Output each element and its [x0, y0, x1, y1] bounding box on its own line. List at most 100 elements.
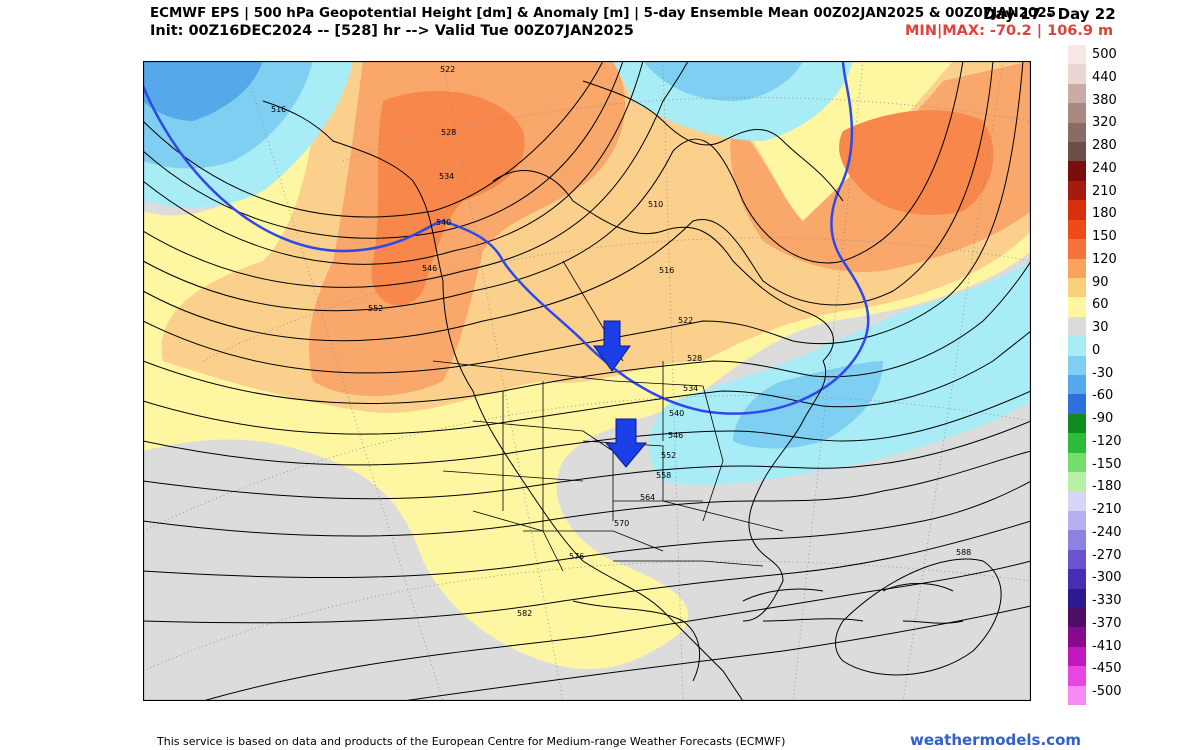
contour-label: 510: [648, 200, 663, 209]
colorbar-tick-label: -150: [1092, 456, 1122, 472]
colorbar-tick-label: -270: [1092, 547, 1122, 563]
colorbar-swatch: [1068, 375, 1086, 395]
colorbar-swatch: [1068, 491, 1086, 512]
colorbar-swatch: [1068, 413, 1086, 434]
contour-label: 534: [439, 172, 454, 181]
anomaly-arrow-north-icon: [593, 320, 631, 372]
colorbar-swatch: [1068, 530, 1086, 551]
anomaly-arrow-south-icon: [604, 418, 648, 468]
colorbar-swatch: [1068, 122, 1086, 143]
colorbar-tick-label: 320: [1092, 115, 1117, 131]
colorbar-tick-label: 0: [1092, 342, 1101, 358]
colorbar-tick-label: 180: [1092, 206, 1117, 222]
colorbar-tick-label: -500: [1092, 684, 1122, 699]
colorbar-swatch: [1068, 627, 1086, 648]
contour-label: 516: [659, 266, 674, 275]
contour-label: 540: [436, 218, 451, 227]
contour-label: 570: [614, 519, 629, 528]
contour-label: 528: [441, 128, 456, 137]
colorbar-swatch: [1068, 607, 1086, 628]
colorbar-swatch: [1068, 510, 1086, 531]
colorbar-tick-label: 30: [1092, 320, 1109, 335]
colorbar-tick-label: -60: [1092, 388, 1114, 404]
colorbar-swatch: [1068, 297, 1086, 318]
contour-label: 558: [656, 471, 671, 480]
colorbar-tick-label: -240: [1092, 524, 1122, 540]
colorbar-tick-label: 240: [1092, 160, 1117, 176]
colorbar-swatch: [1068, 103, 1086, 124]
colorbar-swatch: [1068, 588, 1086, 609]
height-contours: [143, 61, 1031, 701]
colorbar-tick-label: -450: [1092, 661, 1122, 677]
colorbar-swatch: [1068, 180, 1086, 201]
brand-link[interactable]: weathermodels.com: [910, 731, 1082, 749]
colorbar-swatch: [1068, 569, 1086, 590]
colorbar-swatch: [1068, 549, 1086, 570]
colorbar-tick-label: 60: [1092, 297, 1109, 313]
contour-label: 534: [683, 384, 698, 393]
anomaly-colorbar: [1068, 45, 1086, 706]
anomaly-map: 522 516 528 534 540 546 552 516 510 522 …: [143, 61, 1031, 701]
colorbar-swatch: [1068, 142, 1086, 162]
contour-label: 546: [668, 431, 683, 440]
colorbar-swatch: [1068, 239, 1086, 260]
colorbar-swatch: [1068, 161, 1086, 182]
colorbar-tick-label: -330: [1092, 593, 1122, 608]
colorbar-swatch: [1068, 45, 1086, 65]
contour-588-closed: [835, 558, 1002, 676]
colorbar-swatch: [1068, 646, 1086, 667]
colorbar-tick-label: 210: [1092, 183, 1117, 199]
colorbar-tick-label: 380: [1092, 92, 1117, 108]
negative-anomaly-60-region-north: [643, 61, 803, 101]
contour-label: 582: [517, 609, 532, 618]
init-valid-time: Init: 00Z16DEC2024 -- [528] hr --> Valid…: [150, 23, 634, 39]
contour-label: 552: [661, 451, 676, 460]
colorbar-tick-label: 500: [1092, 47, 1117, 62]
colorbar-tick-label: -370: [1092, 615, 1122, 631]
contour-label: 522: [678, 316, 693, 325]
colorbar-swatch: [1068, 472, 1086, 492]
colorbar-tick-label: -300: [1092, 570, 1122, 586]
colorbar-swatch: [1068, 200, 1086, 221]
colorbar-tick-label: -180: [1092, 479, 1122, 495]
min-max-readout: MIN|MAX: -70.2 | 106.9 m: [905, 23, 1114, 39]
positive-anomaly-120-region-east: [839, 110, 994, 215]
coastlines: [262, 80, 964, 701]
contour-label: 552: [368, 304, 383, 313]
positive-anomaly-120-region: [371, 91, 525, 306]
colorbar-tick-label: 150: [1092, 229, 1117, 244]
colorbar-tick-label: -410: [1092, 638, 1122, 654]
contour-label: 588: [956, 548, 971, 557]
contour-label: 528: [687, 354, 702, 363]
colorbar-swatch: [1068, 258, 1086, 279]
colorbar-swatch: [1068, 355, 1086, 376]
colorbar-tick-label: -90: [1092, 411, 1114, 426]
colorbar-swatch: [1068, 219, 1086, 240]
colorbar-tick-label: 90: [1092, 274, 1109, 290]
ecmwf-attribution: This service is based on data and produc…: [157, 735, 786, 748]
colorbar-swatch: [1068, 336, 1086, 357]
contour-528-highlight: [143, 61, 870, 415]
colorbar-swatch: [1068, 666, 1086, 687]
colorbar-tick-label: 440: [1092, 69, 1117, 85]
contour-label: 576: [569, 552, 584, 561]
contour-label: 540: [669, 409, 684, 418]
colorbar-swatch: [1068, 394, 1086, 415]
negative-anomaly-60-region-east: [733, 361, 883, 449]
colorbar-tick-label: -120: [1092, 433, 1122, 449]
chart-title: ECMWF EPS | 500 hPa Geopotential Height …: [150, 6, 1056, 21]
contour-label: 522: [440, 65, 455, 74]
contour-label: 564: [640, 493, 655, 502]
colorbar-tick-label: 280: [1092, 138, 1117, 153]
colorbar-swatch: [1068, 452, 1086, 473]
colorbar-swatch: [1068, 277, 1086, 298]
contour-label: 516: [271, 105, 286, 114]
colorbar-tick-label: -30: [1092, 365, 1114, 381]
contour-label: 546: [422, 264, 437, 273]
colorbar-swatch: [1068, 83, 1086, 104]
colorbar-swatch: [1068, 64, 1086, 85]
negative-anomaly-90-region-nw: [143, 61, 263, 121]
graticule: [143, 61, 1031, 701]
colorbar-swatch: [1068, 433, 1086, 454]
colorbar-tick-label: -210: [1092, 502, 1122, 517]
